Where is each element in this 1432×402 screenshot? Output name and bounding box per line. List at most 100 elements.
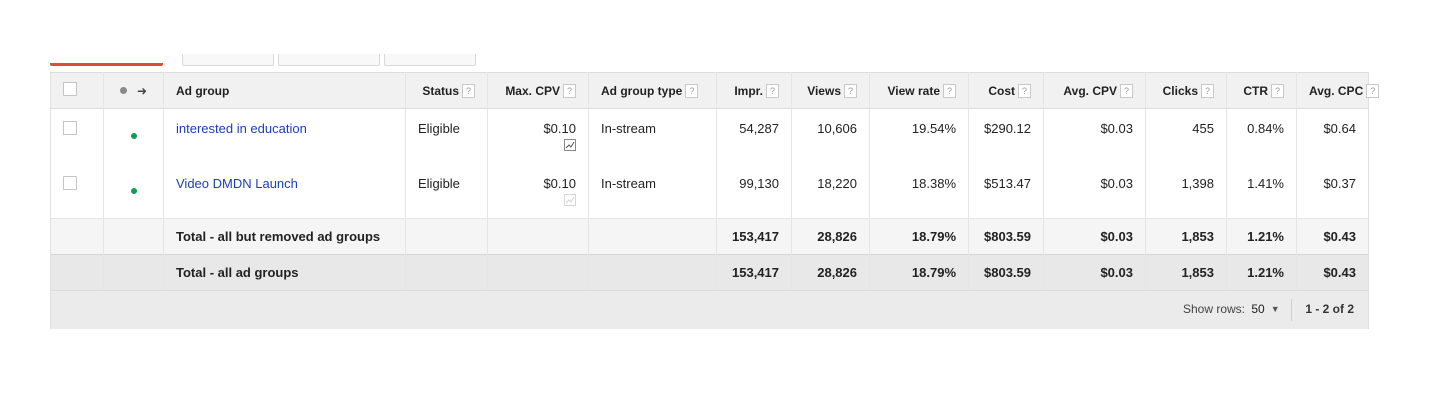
help-icon[interactable]: ?: [563, 83, 576, 98]
cost-cell: $513.47: [968, 163, 1044, 219]
status-sort-header[interactable]: ➜: [103, 72, 164, 109]
pager-range: 1 - 2 of 2: [1305, 301, 1354, 316]
empty-cell: [50, 218, 104, 255]
col-cost[interactable]: Cost?: [968, 72, 1044, 109]
views-cell: 10,606: [791, 108, 870, 164]
enabled-status-dot-icon[interactable]: [130, 187, 137, 194]
view-rate-cell: 19.54%: [869, 108, 969, 164]
total-views: 28,826: [791, 218, 870, 255]
table-row: Video DMDN Launch Eligible $0.10 In-stre…: [50, 163, 1369, 219]
total-label: Total - all but removed ad groups: [163, 218, 406, 255]
trend-chart-icon[interactable]: [564, 139, 576, 151]
toolbar-button-3[interactable]: [384, 54, 476, 66]
pager-divider: [1290, 298, 1292, 321]
ad-group-link[interactable]: Video DMDN Launch: [176, 175, 298, 191]
avg-cpv-cell: $0.03: [1043, 163, 1146, 219]
clicks-cell: 1,398: [1145, 163, 1227, 219]
show-rows-value: 50: [1251, 301, 1265, 316]
col-ctr[interactable]: CTR?: [1226, 72, 1297, 109]
table-row: interested in education Eligible $0.10 I…: [50, 108, 1369, 164]
enabled-status-dot-icon[interactable]: [130, 133, 137, 139]
empty-cell: [103, 218, 164, 255]
row-select-cell: [50, 163, 104, 219]
empty-cell: [588, 218, 717, 255]
col-ad-group-type-label: Ad group type: [601, 83, 683, 98]
row-status-cell: [103, 108, 164, 164]
show-rows-select[interactable]: 50 ▼: [1248, 302, 1287, 316]
total-cost: $803.59: [968, 254, 1044, 291]
avg-cpv-cell: $0.03: [1043, 108, 1146, 164]
empty-cell: [103, 254, 164, 291]
dropdown-arrow-icon: ▼: [1270, 303, 1280, 314]
col-view-rate-label: View rate: [887, 83, 940, 98]
col-ad-group-type[interactable]: Ad group type?: [588, 72, 717, 109]
ad-group-link[interactable]: interested in education: [176, 121, 307, 136]
help-icon[interactable]: ?: [1018, 83, 1031, 98]
empty-cell: [487, 254, 589, 291]
col-ad-group-label: Ad group: [176, 83, 230, 98]
row-checkbox[interactable]: [63, 175, 77, 190]
total-avg-cpc: $0.43: [1296, 254, 1369, 291]
col-impr-label: Impr.: [734, 83, 763, 98]
help-icon[interactable]: ?: [1271, 83, 1284, 98]
empty-cell: [405, 254, 488, 291]
total-impr: 153,417: [716, 254, 792, 291]
max-cpv-cell: $0.10: [487, 108, 589, 164]
help-icon[interactable]: ?: [1201, 83, 1214, 98]
help-icon[interactable]: ?: [462, 83, 475, 98]
impr-cell: 54,287: [716, 108, 792, 164]
status-cell: Eligible: [405, 163, 488, 219]
ad-group-type-cell: In-stream: [588, 163, 717, 219]
toolbar-button-2[interactable]: [278, 54, 380, 66]
total-ctr: 1.21%: [1226, 218, 1297, 255]
total-label: Total - all ad groups: [163, 254, 406, 291]
total-view-rate: 18.79%: [869, 254, 969, 291]
total-cost: $803.59: [968, 218, 1044, 255]
sort-down-arrow-icon: ➜: [136, 83, 148, 98]
row-select-cell: [50, 108, 104, 164]
col-clicks[interactable]: Clicks?: [1145, 72, 1227, 109]
row-checkbox[interactable]: [63, 121, 77, 135]
help-icon[interactable]: ?: [1120, 83, 1133, 98]
col-clicks-label: Clicks: [1162, 83, 1198, 98]
total-avg-cpv: $0.03: [1043, 218, 1146, 255]
total-avg-cpc: $0.43: [1296, 218, 1369, 255]
col-view-rate[interactable]: View rate?: [869, 72, 969, 109]
col-max-cpv-label: Max. CPV: [505, 83, 560, 98]
col-max-cpv[interactable]: Max. CPV?: [487, 72, 589, 109]
max-cpv-cell: $0.10: [487, 163, 589, 219]
col-ad-group[interactable]: Ad group: [163, 72, 406, 109]
row-status-cell: [103, 163, 164, 219]
empty-cell: [405, 218, 488, 255]
total-row-all: Total - all ad groups 153,417 28,826 18.…: [50, 254, 1369, 291]
show-rows-label: Show rows:: [1182, 301, 1245, 316]
help-icon[interactable]: ?: [943, 83, 956, 98]
help-icon[interactable]: ?: [685, 83, 699, 98]
select-all-checkbox[interactable]: [63, 82, 77, 96]
trend-chart-icon[interactable]: [564, 193, 576, 206]
primary-action-button[interactable]: [50, 63, 163, 66]
ad-groups-table: ➜ Ad group Status? Max. CPV? Ad group ty…: [50, 72, 1380, 329]
max-cpv-value[interactable]: $0.10: [543, 175, 576, 191]
status-dot-icon: [119, 87, 127, 95]
total-impr: 153,417: [716, 218, 792, 255]
col-avg-cpv-label: Avg. CPV: [1063, 83, 1117, 98]
total-clicks: 1,853: [1145, 254, 1227, 291]
empty-cell: [50, 254, 104, 291]
empty-cell: [487, 218, 589, 255]
col-avg-cpc[interactable]: Avg. CPC?: [1296, 72, 1380, 109]
empty-cell: [588, 254, 717, 291]
help-icon[interactable]: ?: [844, 83, 857, 98]
col-status[interactable]: Status?: [405, 72, 488, 109]
select-all-cell: [50, 72, 104, 109]
toolbar-button-1[interactable]: [182, 54, 274, 66]
col-views[interactable]: Views?: [791, 72, 870, 109]
max-cpv-value[interactable]: $0.10: [543, 121, 576, 136]
impr-cell: 99,130: [716, 163, 792, 219]
col-avg-cpc-label: Avg. CPC: [1309, 83, 1364, 98]
help-icon[interactable]: ?: [1366, 83, 1380, 98]
avg-cpc-cell: $0.64: [1296, 108, 1369, 164]
help-icon[interactable]: ?: [766, 83, 779, 98]
col-impr[interactable]: Impr.?: [716, 72, 792, 109]
col-avg-cpv[interactable]: Avg. CPV?: [1043, 72, 1146, 109]
